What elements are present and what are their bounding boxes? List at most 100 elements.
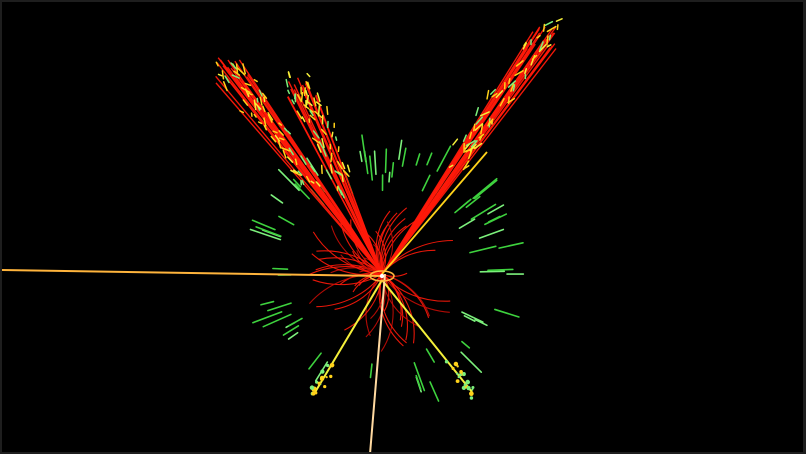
jet-spark — [217, 73, 223, 77]
jet-spark — [309, 109, 314, 113]
jet-spark — [462, 134, 467, 142]
jet-spark — [546, 25, 557, 33]
jet-upper-left-inner-track — [293, 84, 383, 275]
calorimeter-dash — [267, 302, 292, 312]
jet-spark — [469, 143, 477, 152]
jet-spark — [272, 130, 278, 134]
calorimeter-dash — [472, 177, 498, 200]
jet-lower-left — [313, 279, 383, 395]
calorimeter-dash — [359, 150, 363, 163]
jet-spark — [301, 180, 305, 186]
jet-spark — [236, 67, 246, 76]
jet-spark — [316, 143, 322, 153]
jet-spark — [307, 81, 311, 90]
calorimeter-dash — [421, 174, 431, 192]
calorimeter-dash — [415, 153, 421, 166]
jet-spark — [311, 137, 321, 144]
jet-spark — [465, 139, 476, 147]
calorimeter-dash — [473, 179, 498, 200]
calorimeter-dash — [436, 145, 452, 172]
calorimeter-dash — [458, 198, 472, 210]
jet-spark — [242, 63, 247, 75]
curled-track — [316, 250, 383, 275]
jet-spark — [263, 125, 268, 131]
calorimeter-dash — [384, 148, 388, 174]
jet-spark — [317, 381, 321, 386]
jet-spark — [309, 114, 316, 121]
jet-sparks — [215, 18, 563, 400]
curled-track — [380, 217, 406, 275]
calorimeter-dash — [277, 168, 300, 192]
calorimeter-dash — [465, 195, 481, 209]
jet-spark — [522, 42, 527, 50]
jet-spark — [467, 149, 473, 160]
jet-spark — [316, 92, 321, 103]
jet-spark — [463, 383, 467, 387]
jet-spark — [474, 123, 484, 131]
jet-spark — [473, 142, 483, 150]
jet-spark — [286, 156, 294, 163]
jet-spark — [335, 136, 338, 141]
jet-spark — [215, 61, 219, 67]
jet-spark — [240, 86, 251, 94]
jet-spark — [458, 373, 462, 377]
jet-spark — [244, 82, 252, 87]
jet-spark — [471, 385, 475, 389]
jet-spark — [306, 94, 310, 106]
jet-spark — [480, 123, 484, 135]
vertex-loop — [369, 270, 395, 282]
jet-spark — [326, 105, 329, 116]
jet-spark — [464, 165, 470, 169]
jet-spark — [259, 96, 263, 106]
jet-spark — [313, 97, 317, 107]
calorimeter-dash — [474, 318, 488, 327]
jet-spark — [448, 164, 454, 168]
jet-spark — [346, 164, 351, 173]
jet-spark — [224, 75, 230, 84]
calorimeter-dash — [251, 219, 276, 231]
calorimeter-dash — [429, 381, 440, 402]
jet-spark — [278, 130, 284, 136]
jet-spark — [495, 90, 504, 99]
jet-spark — [341, 161, 346, 170]
calorimeter-dash — [425, 348, 435, 363]
calorimeter-dash — [282, 325, 300, 336]
jet-spark — [329, 374, 333, 379]
jet-spark — [306, 72, 311, 78]
jet-spark — [472, 123, 476, 132]
jet-spark — [320, 369, 325, 374]
jet-spark — [507, 80, 517, 88]
jet-spark — [310, 180, 315, 184]
calorimeter-dash — [373, 150, 377, 176]
jet-spark — [294, 158, 298, 166]
jet-spark — [336, 160, 343, 170]
calorimeter-dash — [479, 270, 506, 273]
calorimeter-dash — [249, 228, 282, 241]
jet-spark — [546, 44, 552, 48]
jet-spark — [253, 99, 257, 111]
calorimeter-dash — [292, 178, 302, 188]
calorimeter-dash — [498, 242, 524, 249]
jet-spark — [444, 360, 449, 364]
jet-spark — [263, 96, 266, 103]
calorimeter-dash — [458, 218, 476, 229]
jet-spark — [330, 152, 333, 163]
jet-spark — [297, 170, 303, 176]
calorimeter-dash — [388, 171, 391, 183]
jet-spark — [270, 135, 277, 143]
jet-spark — [300, 155, 307, 166]
jet-spark — [261, 92, 268, 99]
jet-tracks — [215, 26, 557, 395]
jet-spark — [542, 23, 546, 32]
jet-spark — [544, 20, 554, 27]
jet-spark — [337, 171, 343, 176]
jet-spark — [451, 366, 455, 371]
jet-spark — [222, 81, 228, 92]
muon-tracks — [2, 269, 386, 452]
jet-spark — [471, 388, 474, 391]
calorimeter-dash — [255, 226, 282, 237]
jet-upper-left-track — [215, 82, 383, 275]
jet-spark — [283, 127, 288, 132]
